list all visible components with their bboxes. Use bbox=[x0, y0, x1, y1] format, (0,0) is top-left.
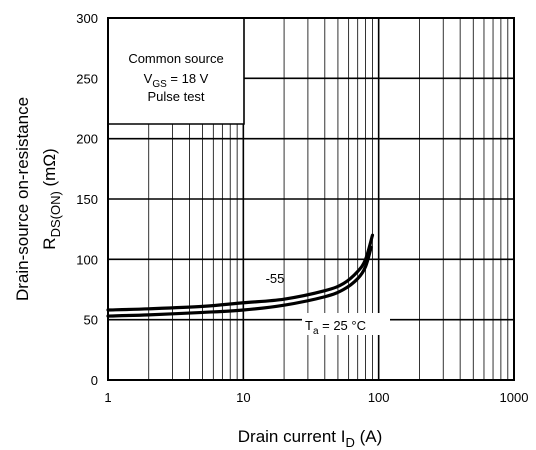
x-tick-label: 1000 bbox=[500, 390, 529, 405]
annotation-line3: Pulse test bbox=[147, 89, 204, 104]
x-axis-title: Drain current ID (A) bbox=[238, 427, 382, 450]
series-line-1 bbox=[106, 233, 375, 312]
series-line-2 bbox=[106, 245, 373, 318]
annotation-line1: Common source bbox=[128, 51, 223, 66]
x-tick-label: 100 bbox=[368, 390, 390, 405]
x-tick-label: 10 bbox=[236, 390, 250, 405]
y-tick-label: 150 bbox=[76, 192, 98, 207]
annotation-vgs-rest: = 18 V bbox=[167, 71, 209, 86]
annotation-box-border bbox=[108, 18, 245, 125]
y-axis-title-main: R bbox=[40, 237, 59, 249]
annotation-line2: VGS = 18 V bbox=[144, 71, 209, 90]
plot-frame bbox=[107, 17, 515, 381]
x-axis-title-sub: D bbox=[345, 435, 354, 450]
y-axis-title-unit: (mΩ) bbox=[40, 148, 59, 191]
y-tick-label: 0 bbox=[91, 373, 98, 388]
x-tick-label: 1 bbox=[104, 390, 111, 405]
y-tick-label: 250 bbox=[76, 71, 98, 86]
annotation-vgs-sub: GS bbox=[152, 79, 167, 90]
y-tick-label: 50 bbox=[84, 313, 98, 328]
series-label-25c: Ta = 25 °C bbox=[305, 318, 366, 337]
y-axis-title-sub: DS(ON) bbox=[48, 191, 63, 237]
series-label-minus55: -55 bbox=[266, 271, 285, 286]
y-tick-label: 100 bbox=[76, 252, 98, 267]
x-axis-title-unit: (A) bbox=[355, 427, 382, 446]
series-label-25c-main: T bbox=[305, 318, 313, 333]
x-axis-title-main: Drain current I bbox=[238, 427, 346, 446]
y-tick-label: 300 bbox=[76, 11, 98, 26]
y-tick-label: 200 bbox=[76, 132, 98, 147]
y-axis-title-line1: Drain-source on-resistance bbox=[13, 97, 32, 301]
series-label-25c-bg bbox=[302, 313, 390, 335]
annotation-vgs-main: V bbox=[144, 71, 153, 86]
y-axis-title-line2: RDS(ON) (mΩ) bbox=[40, 148, 63, 249]
annotation-box-bg bbox=[108, 18, 244, 124]
series-layer bbox=[106, 233, 375, 318]
series-label-25c-group: Ta = 25 °C bbox=[302, 313, 390, 337]
tick-labels: 1 10 100 1000 0 50 100 150 200 250 300 bbox=[76, 11, 528, 405]
series-label-25c-sub: a bbox=[313, 326, 319, 337]
series-label-25c-rest: = 25 °C bbox=[319, 318, 366, 333]
